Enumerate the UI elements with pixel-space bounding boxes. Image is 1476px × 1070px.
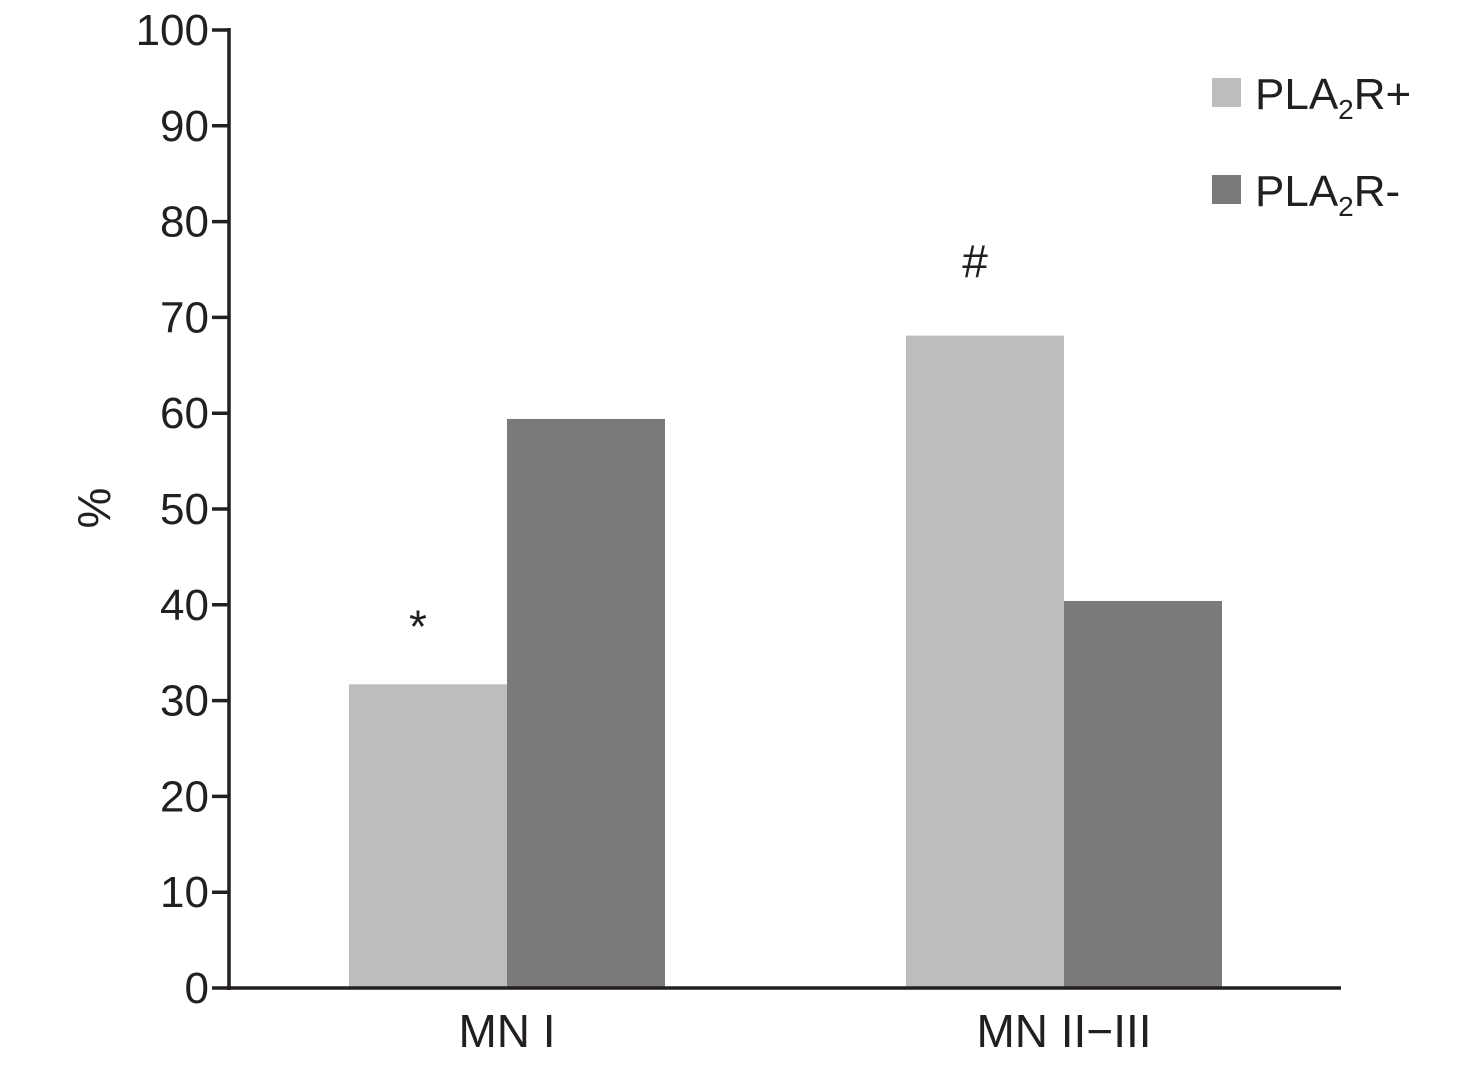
- legend: PLA2R+ PLA2R-: [1212, 70, 1411, 222]
- axes-layer: [212, 28, 1341, 990]
- y-tick-label: 90: [160, 102, 209, 151]
- y-tick-label: 60: [160, 389, 209, 438]
- x-category-label: MN I: [458, 1005, 555, 1057]
- y-tick-label: 70: [160, 293, 209, 342]
- y-tick-label: 10: [160, 868, 209, 917]
- y-tick-label: 0: [185, 964, 209, 1013]
- y-tick-label: 30: [160, 677, 209, 726]
- significance-hash: #: [962, 236, 988, 288]
- y-tick-label: 50: [160, 485, 209, 534]
- bars-layer: [349, 335, 1222, 988]
- legend-entry: PLA2R+: [1255, 70, 1411, 125]
- y-tick-label: 40: [160, 581, 209, 630]
- y-tick-label: 100: [136, 6, 209, 55]
- y-tick-label: 80: [160, 198, 209, 247]
- bar-pla2r-neg-1: [1064, 600, 1222, 988]
- legend-swatch: [1212, 78, 1241, 107]
- bar-pla2r-pos-0: [349, 684, 507, 988]
- significance-asterisk: *: [409, 600, 427, 652]
- y-axis-title: %: [68, 488, 120, 529]
- y-tick-label: 20: [160, 772, 209, 821]
- x-category-label: MN II−III: [976, 1005, 1151, 1057]
- legend-swatch: [1212, 175, 1241, 204]
- legend-entry: PLA2R-: [1255, 167, 1400, 222]
- bar-pla2r-neg-0: [507, 418, 665, 988]
- bar-pla2r-pos-1: [906, 335, 1064, 988]
- labels-layer: MN I MN II−III 0 10 20 30 40 50 60 70 80 90 100% * #: [68, 6, 1152, 1057]
